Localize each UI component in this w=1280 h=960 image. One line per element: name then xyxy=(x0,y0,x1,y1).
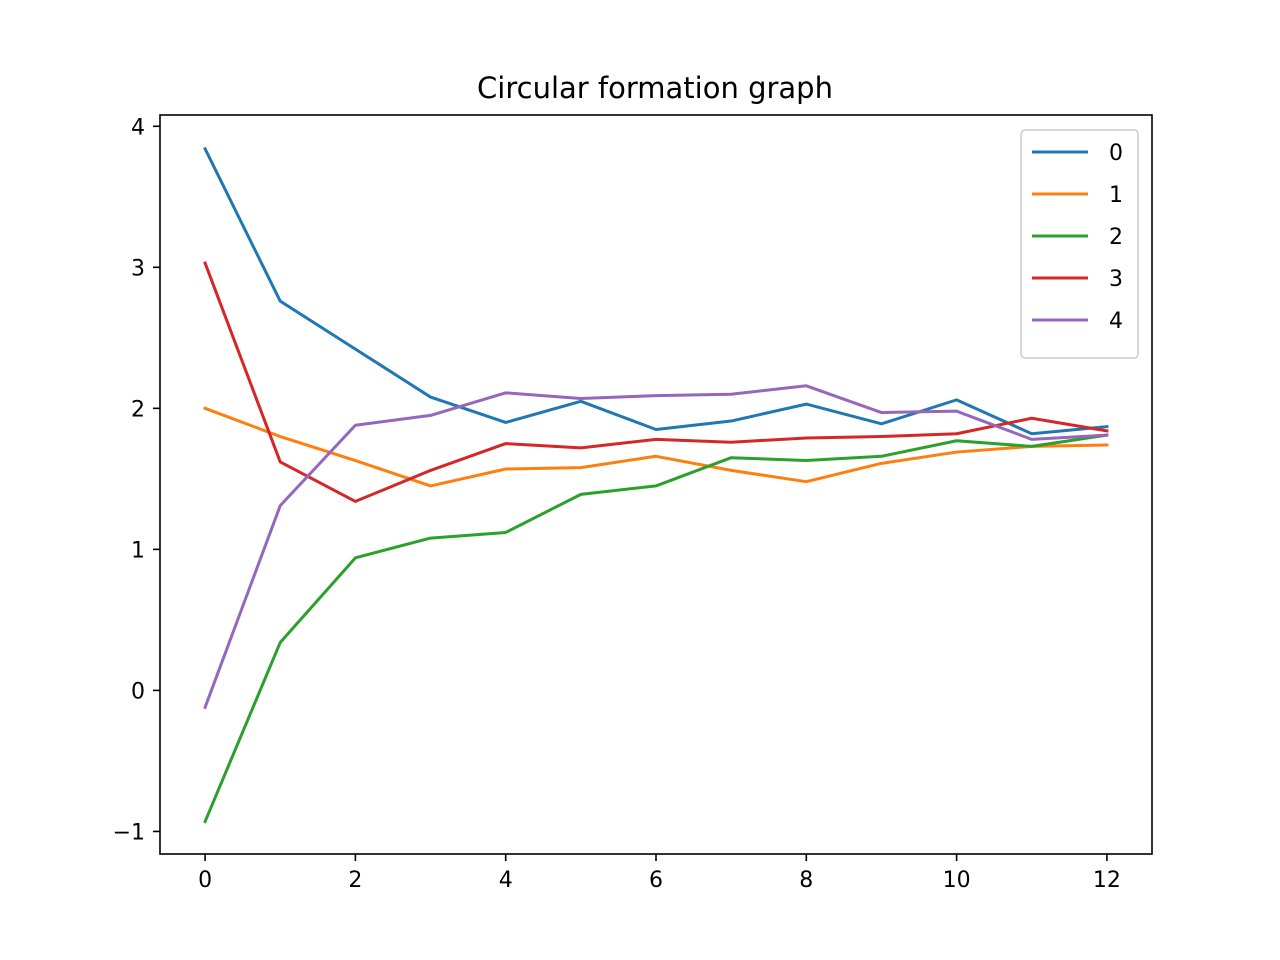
legend-label-3: 3 xyxy=(1109,267,1123,292)
y-tick-label: 3 xyxy=(131,256,145,281)
x-axis: 0 2 4 6 8 10 12 xyxy=(198,854,1121,893)
legend-label-4: 4 xyxy=(1109,309,1123,334)
x-tick-label: 8 xyxy=(799,868,813,893)
x-tick-label: 6 xyxy=(649,868,663,893)
series-line-2 xyxy=(203,433,1109,824)
y-tick-label: 1 xyxy=(131,538,145,563)
x-tick-label: 12 xyxy=(1093,868,1121,893)
series-line-1 xyxy=(203,406,1109,488)
y-tick-label: 4 xyxy=(131,115,145,140)
x-tick-label: 10 xyxy=(943,868,971,893)
legend-label-1: 1 xyxy=(1109,183,1123,208)
y-tick-label: 0 xyxy=(131,679,145,704)
y-axis: −1 0 1 2 3 4 xyxy=(113,115,160,845)
legend-label-2: 2 xyxy=(1109,225,1123,250)
series-line-4 xyxy=(203,384,1109,710)
x-tick-label: 2 xyxy=(348,868,362,893)
x-tick-label: 4 xyxy=(499,868,513,893)
legend-label-0: 0 xyxy=(1109,141,1123,166)
series-line-3 xyxy=(203,261,1109,503)
y-tick-label: 2 xyxy=(131,397,145,422)
legend-box xyxy=(1020,129,1139,359)
legend: 0 1 2 3 4 xyxy=(1020,129,1139,359)
x-tick-label: 0 xyxy=(198,868,212,893)
chart-title: Circular formation graph xyxy=(477,71,833,105)
y-tick-label: −1 xyxy=(113,820,145,845)
series-line-0 xyxy=(203,146,1109,436)
series-layer xyxy=(203,146,1109,824)
